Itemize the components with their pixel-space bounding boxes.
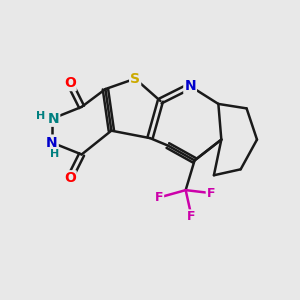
Text: O: O [64,171,76,185]
Text: S: S [130,72,140,86]
Text: N: N [184,79,196,93]
Text: F: F [155,191,163,204]
Text: F: F [207,187,215,200]
Text: H: H [50,149,59,159]
Text: N: N [48,112,59,126]
Text: H: H [36,111,45,122]
Text: O: O [64,76,76,90]
Text: N: N [46,136,58,150]
Text: F: F [188,210,196,224]
